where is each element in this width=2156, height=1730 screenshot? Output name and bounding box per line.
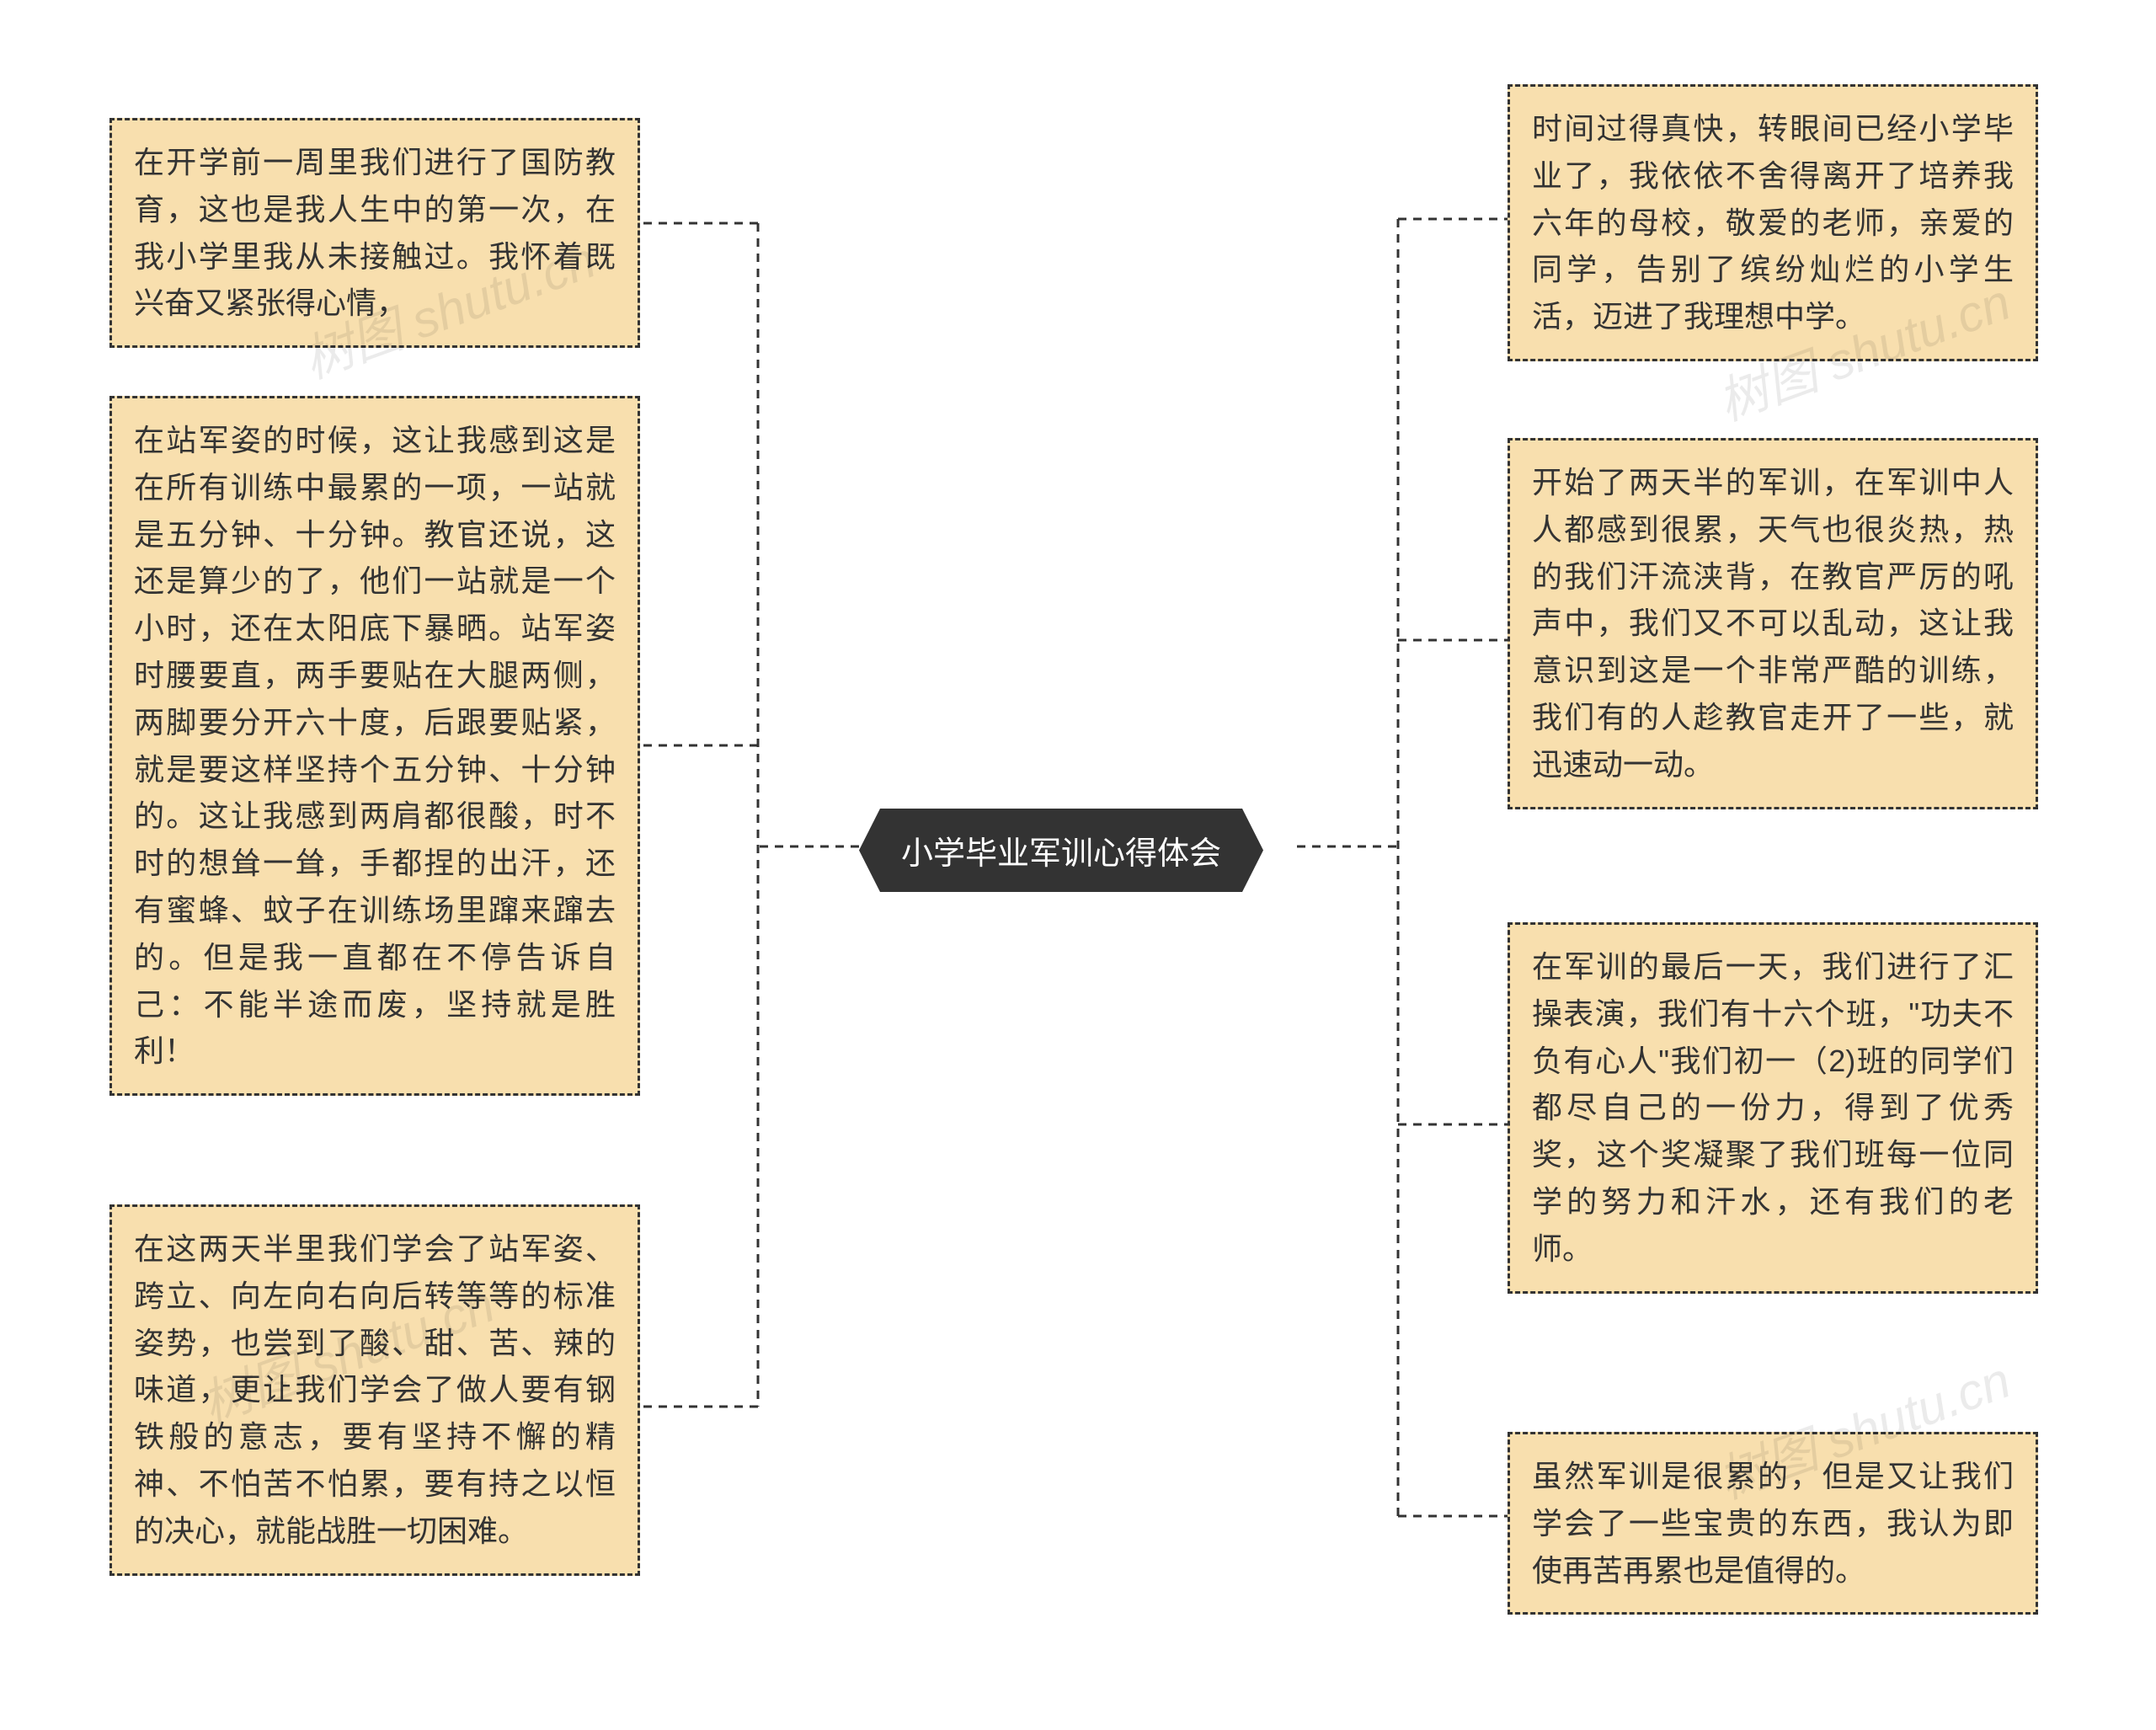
leaf-L2: 在站军姿的时候，这让我感到这是在所有训练中最累的一项，一站就是五分钟、十分钟。教… <box>109 396 640 1096</box>
leaf-L1: 在开学前一周里我们进行了国防教育，这也是我人生中的第一次，在我小学里我从未接触过… <box>109 118 640 348</box>
center-node: 小学毕业军训心得体会 <box>859 809 1263 892</box>
leaf-R1: 时间过得真快，转眼间已经小学毕业了，我依依不舍得离开了培养我六年的母校，敬爱的老… <box>1508 84 2038 361</box>
leaf-R4: 虽然军训是很累的，但是又让我们学会了一些宝贵的东西，我认为即使再苦再累也是值得的… <box>1508 1432 2038 1615</box>
leaf-L3: 在这两天半里我们学会了站军姿、跨立、向左向右向后转等等的标准姿势，也尝到了酸、甜… <box>109 1204 640 1576</box>
leaf-R3: 在军训的最后一天，我们进行了汇操表演，我们有十六个班，"功夫不负有心人"我们初一… <box>1508 922 2038 1294</box>
leaf-R2: 开始了两天半的军训，在军训中人人都感到很累，天气也很炎热，热的我们汗流浃背，在教… <box>1508 438 2038 809</box>
